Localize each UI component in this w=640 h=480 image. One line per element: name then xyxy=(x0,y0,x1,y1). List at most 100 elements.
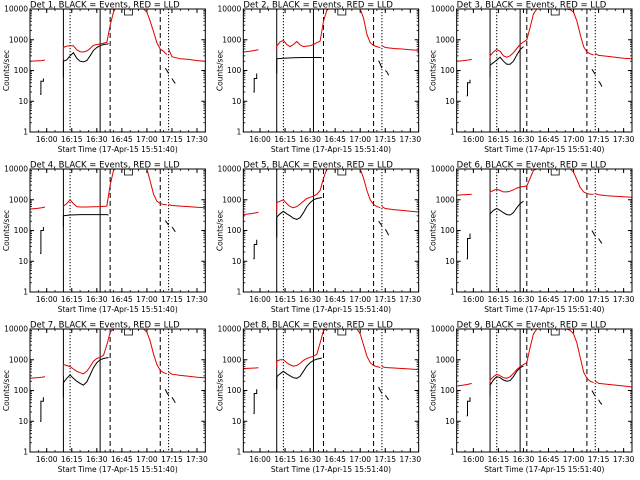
x-axis-label: Start Time (17-Apr-15 15:51:40) xyxy=(58,145,178,154)
series-lld-line xyxy=(243,49,259,53)
y-tick-label: 1000 xyxy=(222,355,241,364)
plot-frame xyxy=(242,328,420,453)
series-events-line xyxy=(171,78,176,84)
series-lld-line xyxy=(62,9,116,59)
x-tick-label: 16:00 xyxy=(463,455,485,464)
series-lld-line xyxy=(168,371,206,379)
y-axis-label: Counts/sec xyxy=(429,210,438,251)
saa-bracket xyxy=(337,169,347,176)
series-events-line xyxy=(384,70,390,76)
y-tick-label: 100 xyxy=(14,66,29,75)
y-tick-label: 10 xyxy=(445,257,455,266)
series-lld-line xyxy=(146,169,167,206)
x-tick-label: 16:15 xyxy=(488,295,510,304)
x-tick-label: 16:45 xyxy=(111,135,133,144)
series-lld-line xyxy=(569,169,594,195)
x-axis-label: Start Time (17-Apr-15 15:51:40) xyxy=(271,305,391,314)
x-tick-label: 16:30 xyxy=(513,295,535,304)
x-tick-label: 16:30 xyxy=(86,295,108,304)
panel-det-1: Det 1, BLACK = Events, RED = LLD 1 10 100 10… xyxy=(2,1,208,155)
plot-frame xyxy=(456,328,633,453)
y-tick-label: 1000 xyxy=(436,35,455,44)
y-tick-label: 100 xyxy=(440,66,455,75)
x-tick-label: 17:00 xyxy=(563,455,585,464)
series-lld-line xyxy=(566,329,594,384)
series-lld-line xyxy=(143,329,168,375)
y-tick-label: 1000 xyxy=(436,355,455,364)
series-events-line xyxy=(40,397,44,422)
x-axis-label: Start Time (17-Apr-15 15:51:40) xyxy=(271,145,391,154)
x-axis-label: Start Time (17-Apr-15 15:51:40) xyxy=(271,465,391,474)
panel-title: Det 6, BLACK = Events, RED = LLD xyxy=(457,161,607,171)
plot-frame xyxy=(456,168,633,293)
y-axis-label: Counts/sec xyxy=(2,50,11,91)
x-tick-label: 17:15 xyxy=(588,455,610,464)
x-tick-label: 16:15 xyxy=(488,135,510,144)
series-events-line xyxy=(591,390,596,397)
series-events-line xyxy=(164,67,170,74)
y-tick-label: 10 xyxy=(232,417,242,426)
panel-det-7: Det 7, BLACK = Events, RED = LLD 1 10 100 10… xyxy=(2,321,208,475)
x-tick-label: 16:00 xyxy=(463,135,485,144)
series-lld-line xyxy=(30,206,46,210)
saa-bracket xyxy=(124,169,133,176)
y-tick-label: 100 xyxy=(227,226,242,235)
y-tick-label: 100 xyxy=(227,386,242,395)
series-lld-line xyxy=(168,48,206,62)
x-tick-label: 16:30 xyxy=(513,455,535,464)
series-events-line xyxy=(253,239,258,260)
series-lld-line xyxy=(243,211,259,216)
series-events-line xyxy=(40,227,44,254)
series-lld-line xyxy=(356,329,381,368)
panel-title: Det 9, BLACK = Events, RED = LLD xyxy=(457,321,607,331)
plot-frame xyxy=(242,8,420,133)
x-tick-label: 17:30 xyxy=(399,455,421,464)
x-tick-label: 17:15 xyxy=(161,455,183,464)
series-events-line xyxy=(62,214,109,227)
x-tick-label: 17:00 xyxy=(349,295,371,304)
x-axis-label: Start Time (17-Apr-15 15:51:40) xyxy=(484,305,604,314)
series-lld-line xyxy=(456,193,472,196)
series-lld-line xyxy=(243,367,259,369)
series-events-line xyxy=(164,388,170,396)
y-tick-label: 10 xyxy=(18,417,28,426)
y-tick-label: 1000 xyxy=(9,355,28,364)
x-tick-label: 16:30 xyxy=(299,295,321,304)
y-tick-label: 1 xyxy=(450,128,455,137)
saa-bracket xyxy=(124,9,133,16)
x-tick-label: 16:30 xyxy=(86,135,108,144)
series-lld-line xyxy=(566,9,594,56)
x-tick-label: 16:00 xyxy=(249,455,271,464)
x-tick-label: 17:15 xyxy=(374,135,396,144)
series-events-line xyxy=(466,233,471,260)
y-tick-label: 10000 xyxy=(4,5,28,14)
series-events-line xyxy=(378,386,383,394)
x-tick-label: 16:45 xyxy=(324,455,346,464)
x-tick-label: 16:00 xyxy=(36,455,58,464)
x-tick-label: 16:45 xyxy=(324,135,346,144)
x-tick-label: 17:30 xyxy=(613,295,635,304)
y-axis-label: Counts/sec xyxy=(215,50,224,91)
series-events-line xyxy=(276,357,322,390)
x-tick-label: 16:45 xyxy=(538,135,560,144)
y-tick-label: 100 xyxy=(440,386,455,395)
series-events-line xyxy=(598,399,603,405)
series-events-line xyxy=(466,397,471,417)
x-tick-label: 17:15 xyxy=(161,135,183,144)
panel-title: Det 1, BLACK = Events, RED = LLD xyxy=(30,1,180,11)
series-lld-line xyxy=(489,9,538,59)
series-events-line xyxy=(62,43,109,78)
y-tick-label: 10000 xyxy=(217,5,241,14)
x-tick-label: 16:15 xyxy=(274,135,296,144)
series-events-line xyxy=(384,394,390,401)
y-tick-label: 10000 xyxy=(4,165,28,174)
series-lld-line xyxy=(489,329,538,383)
y-tick-label: 10000 xyxy=(217,325,241,334)
x-tick-label: 17:15 xyxy=(374,455,396,464)
series-lld-line xyxy=(276,169,328,212)
plot-frame xyxy=(29,8,206,133)
x-tick-label: 17:00 xyxy=(136,295,158,304)
series-events-line xyxy=(164,220,170,226)
series-lld-line xyxy=(62,169,116,208)
